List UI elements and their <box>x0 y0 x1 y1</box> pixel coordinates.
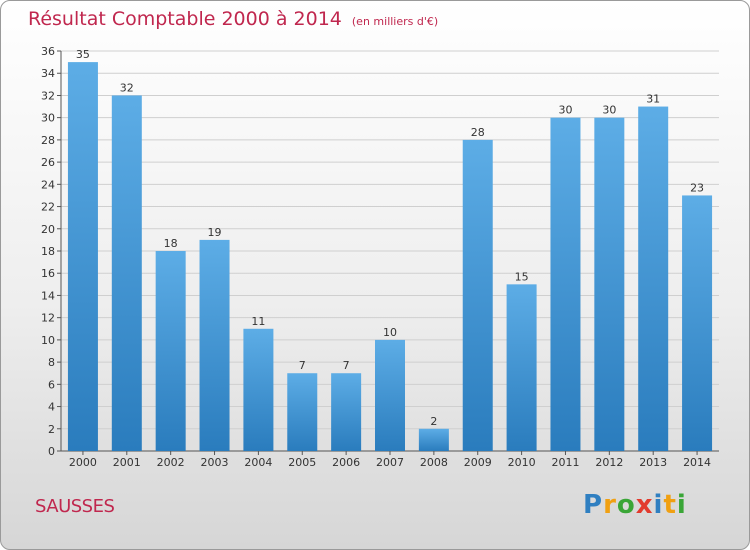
x-tick-label-2002: 2002 <box>157 456 185 469</box>
x-tick-label-2006: 2006 <box>332 456 360 469</box>
bars <box>67 62 713 452</box>
y-tick-label: 36 <box>41 45 55 58</box>
bar-2005 <box>287 373 318 451</box>
value-label-2012: 30 <box>602 104 616 117</box>
y-tick-label: 0 <box>48 445 55 458</box>
x-tick-label-2011: 2011 <box>551 456 579 469</box>
x-tick-label-2007: 2007 <box>376 456 404 469</box>
title-row: Résultat Comptable 2000 à 2014 (en millie… <box>28 8 438 30</box>
proxiti-logo[interactable]: Proxiti <box>583 490 687 520</box>
chart-title: Résultat Comptable 2000 à 2014 <box>28 8 342 30</box>
y-tick-label: 34 <box>41 67 55 80</box>
y-tick-label: 24 <box>41 178 55 191</box>
value-label-2014: 23 <box>690 181 704 194</box>
bar-2004 <box>243 328 274 451</box>
y-tick-label: 30 <box>41 112 55 125</box>
bar-2003 <box>199 239 230 451</box>
y-tick-label: 6 <box>48 378 55 391</box>
y-tick-label: 12 <box>41 312 55 325</box>
value-label-2006: 7 <box>343 359 350 372</box>
y-tick-label: 4 <box>48 401 55 414</box>
value-label-2000: 35 <box>76 48 90 61</box>
bar-2010 <box>506 284 537 451</box>
x-tick-label-2010: 2010 <box>508 456 536 469</box>
y-tick-label: 32 <box>41 89 55 102</box>
value-label-2008: 2 <box>430 415 437 428</box>
value-label-2002: 18 <box>164 237 178 250</box>
y-tick-label: 8 <box>48 356 55 369</box>
value-label-2013: 31 <box>646 93 660 106</box>
bar-2009 <box>462 139 493 451</box>
x-tick-label-2008: 2008 <box>420 456 448 469</box>
bar-2014 <box>682 195 713 451</box>
chart-subtitle: (en milliers d'€) <box>351 15 439 28</box>
logo-letter: i <box>653 490 664 520</box>
bar-2013 <box>638 106 669 452</box>
value-label-2001: 32 <box>120 81 134 94</box>
x-tick-label-2013: 2013 <box>639 456 667 469</box>
x-tick-label-2009: 2009 <box>464 456 492 469</box>
bar-2012 <box>594 117 625 452</box>
value-label-2009: 28 <box>471 126 485 139</box>
value-label-2011: 30 <box>558 104 572 117</box>
x-tick-label-2000: 2000 <box>69 456 97 469</box>
x-tick-label-2005: 2005 <box>288 456 316 469</box>
bar-2007 <box>375 339 405 451</box>
logo-letter: r <box>603 490 617 520</box>
logo-letter: P <box>583 490 604 520</box>
y-tick-label: 18 <box>41 245 55 258</box>
y-tick-label: 10 <box>41 334 55 347</box>
value-label-2005: 7 <box>299 359 306 372</box>
bar-2006 <box>331 373 362 451</box>
logo-letter: o <box>616 490 636 520</box>
bar-2000 <box>67 62 98 451</box>
x-tick-label-2004: 2004 <box>244 456 272 469</box>
bar-2002 <box>155 251 186 451</box>
x-tick-label-2012: 2012 <box>595 456 623 469</box>
bar-2001 <box>111 95 142 451</box>
bar-2008 <box>418 428 449 451</box>
y-tick-label: 20 <box>41 223 55 236</box>
logo-letter: t <box>663 490 677 520</box>
y-tick-label: 26 <box>41 156 55 169</box>
x-tick-label-2003: 2003 <box>201 456 229 469</box>
y-tick-label: 22 <box>41 201 55 214</box>
value-label-2010: 15 <box>515 270 529 283</box>
bar-2011 <box>550 117 581 452</box>
y-tick-label: 2 <box>48 423 55 436</box>
value-label-2003: 19 <box>208 226 222 239</box>
y-tick-label: 14 <box>41 289 55 302</box>
y-tick-label: 28 <box>41 134 55 147</box>
y-tick-label: 16 <box>41 267 55 280</box>
logo-letter: x <box>635 490 654 520</box>
logo-letter: i <box>676 490 687 520</box>
commune-name: SAUSSES <box>35 496 115 517</box>
value-label-2004: 11 <box>251 315 265 328</box>
value-label-2007: 10 <box>383 326 397 339</box>
x-tick-label-2001: 2001 <box>113 456 141 469</box>
x-tick-label-2014: 2014 <box>683 456 711 469</box>
